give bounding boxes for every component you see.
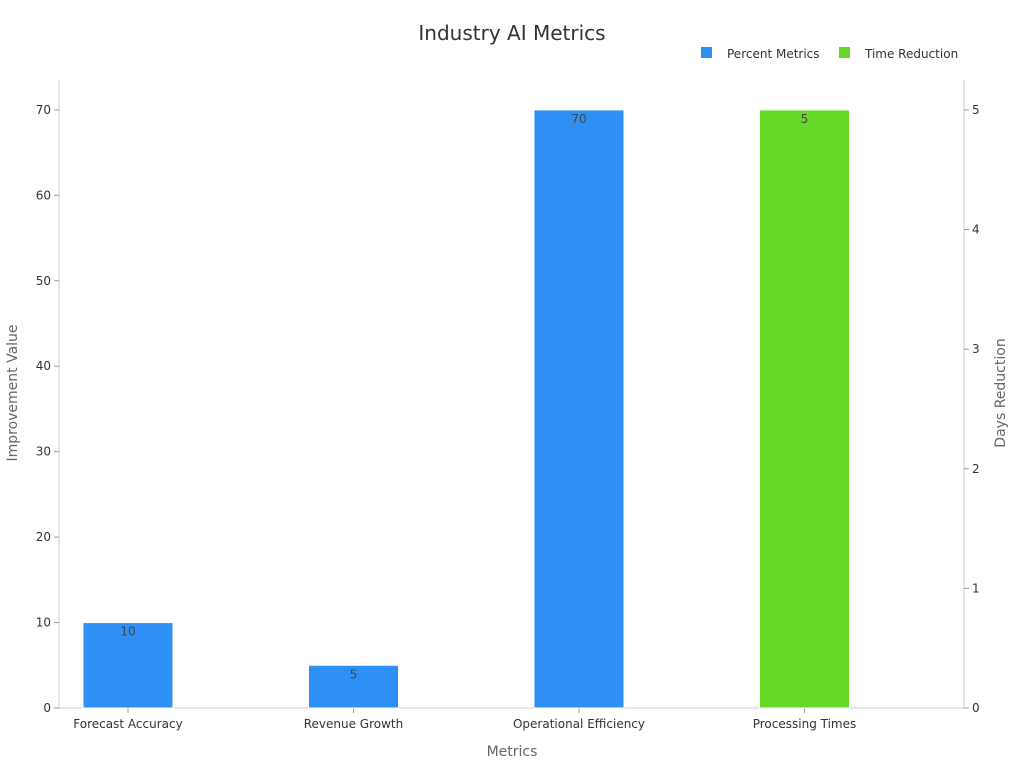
bar xyxy=(759,109,850,709)
y-tick-label: 60 xyxy=(36,188,51,202)
chart-title: Industry AI Metrics xyxy=(418,21,605,45)
data-labels: 10 5 70 5 xyxy=(120,112,808,681)
axes: 0 10 20 30 40 50 60 70 0 1 2 3 4 5 Forecast Accuracy Re… xyxy=(36,80,980,731)
y-tick-label: 20 xyxy=(36,530,51,544)
x-tick-label: Revenue Growth xyxy=(304,717,404,731)
y2-tick-label: 4 xyxy=(972,223,980,237)
y2-tick-label: 5 xyxy=(972,103,980,117)
x-tick-label: Forecast Accuracy xyxy=(73,717,182,731)
y2-tick-label: 3 xyxy=(972,342,980,356)
data-label: 5 xyxy=(350,667,358,681)
x-tick-label: Processing Times xyxy=(753,717,857,731)
legend-label: Time Reduction xyxy=(864,47,958,61)
y-tick-label: 70 xyxy=(36,103,51,117)
bar xyxy=(308,664,399,709)
y-tick-label: 10 xyxy=(36,616,51,630)
y2-tick-label: 1 xyxy=(972,581,980,595)
y-tick-label: 50 xyxy=(36,274,51,288)
y-tick-label: 40 xyxy=(36,359,51,373)
bar xyxy=(82,622,174,709)
data-label: 10 xyxy=(120,625,135,639)
y2-tick-label: 2 xyxy=(972,462,980,476)
data-label: 70 xyxy=(571,112,586,126)
bar xyxy=(533,109,625,709)
y-tick-label: 30 xyxy=(36,445,51,459)
y-tick-label: 0 xyxy=(43,701,51,715)
x-axis-title: Metrics xyxy=(487,744,538,760)
legend-swatch xyxy=(839,47,850,58)
y2-tick-label: 0 xyxy=(972,701,980,715)
data-label: 5 xyxy=(801,112,809,126)
x-tick-label: Operational Efficiency xyxy=(513,717,645,731)
y2-axis-title: Days Reduction xyxy=(993,338,1009,447)
y-axis-title: Improvement Value xyxy=(5,324,21,461)
legend: Percent Metrics Time Reduction xyxy=(701,47,958,61)
bars xyxy=(82,109,850,709)
legend-label: Percent Metrics xyxy=(727,47,820,61)
legend-swatch xyxy=(701,47,712,58)
